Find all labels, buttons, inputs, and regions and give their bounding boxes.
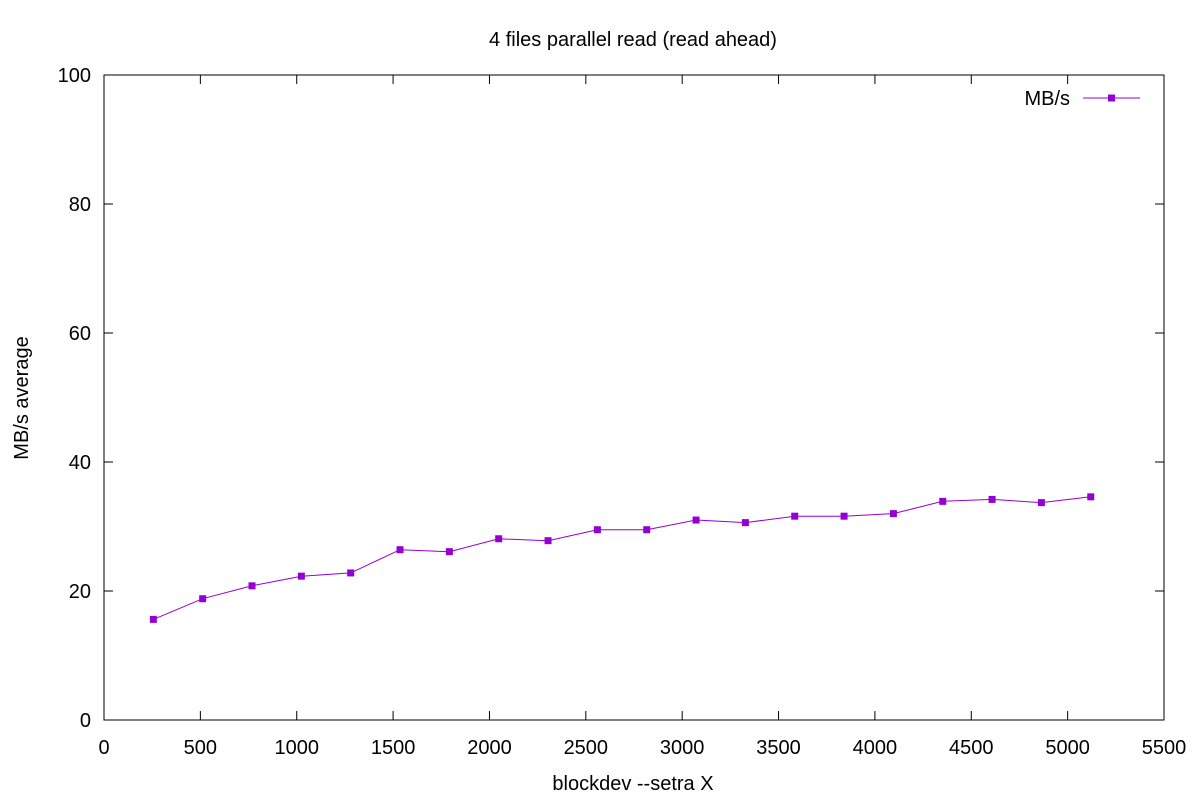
data-point-marker [347, 569, 355, 577]
legend-label: MB/s [1024, 88, 1070, 110]
data-point-marker [593, 526, 601, 534]
legend-marker-swatch [1108, 94, 1115, 102]
data-point-marker [199, 595, 207, 603]
data-point-marker [939, 497, 947, 505]
series-line [153, 496, 1091, 620]
y-tick-label: 60 [69, 323, 91, 345]
y-axis-label: MB/s average [11, 336, 33, 459]
x-tick-label: 1000 [274, 737, 319, 759]
x-tick-label: 500 [184, 737, 217, 759]
x-tick-label: 0 [98, 737, 109, 759]
x-tick-label: 2500 [564, 737, 609, 759]
y-axis: 0 20 40 60 80 100 [58, 65, 1164, 732]
series-layer [149, 493, 1095, 623]
data-point-marker [840, 512, 848, 520]
x-axis-label: blockdev --setra X [552, 773, 713, 795]
data-point-marker [692, 516, 700, 524]
data-point-marker [445, 548, 453, 556]
x-tick-label: 5000 [1045, 737, 1090, 759]
x-tick-label: 5500 [1142, 737, 1187, 759]
x-tick-label: 2000 [467, 737, 512, 759]
data-point-marker [643, 526, 651, 534]
chart-title: 4 files parallel read (read ahead) [489, 29, 777, 51]
y-tick-label: 20 [69, 581, 91, 603]
x-axis: 0 500 1000 1500 2000 2500 3000 3500 4000 4500 5000… [98, 75, 1186, 759]
x-tick-label: 4000 [853, 737, 898, 759]
x-tick-label: 3000 [660, 737, 705, 759]
y-tick-label: 40 [69, 452, 91, 474]
y-tick-label: 0 [80, 710, 91, 732]
legend: MB/s [1024, 88, 1140, 110]
data-point-marker [988, 495, 996, 503]
data-point-marker [149, 615, 157, 623]
data-point-marker [791, 512, 799, 520]
data-point-marker [1037, 499, 1045, 507]
data-point-marker [297, 572, 305, 580]
plot-frame [103, 74, 1165, 721]
x-tick-label: 3500 [756, 737, 801, 759]
x-tick-label: 4500 [949, 737, 994, 759]
data-point-marker [741, 519, 749, 527]
data-point-marker [396, 546, 404, 554]
y-tick-label: 100 [58, 65, 91, 87]
data-point-marker [248, 582, 256, 590]
data-point-marker [1087, 493, 1095, 501]
data-point-marker [495, 535, 503, 543]
data-point-marker [544, 537, 552, 545]
x-tick-label: 1500 [371, 737, 416, 759]
data-point-marker [889, 510, 897, 518]
y-tick-label: 80 [69, 194, 91, 216]
